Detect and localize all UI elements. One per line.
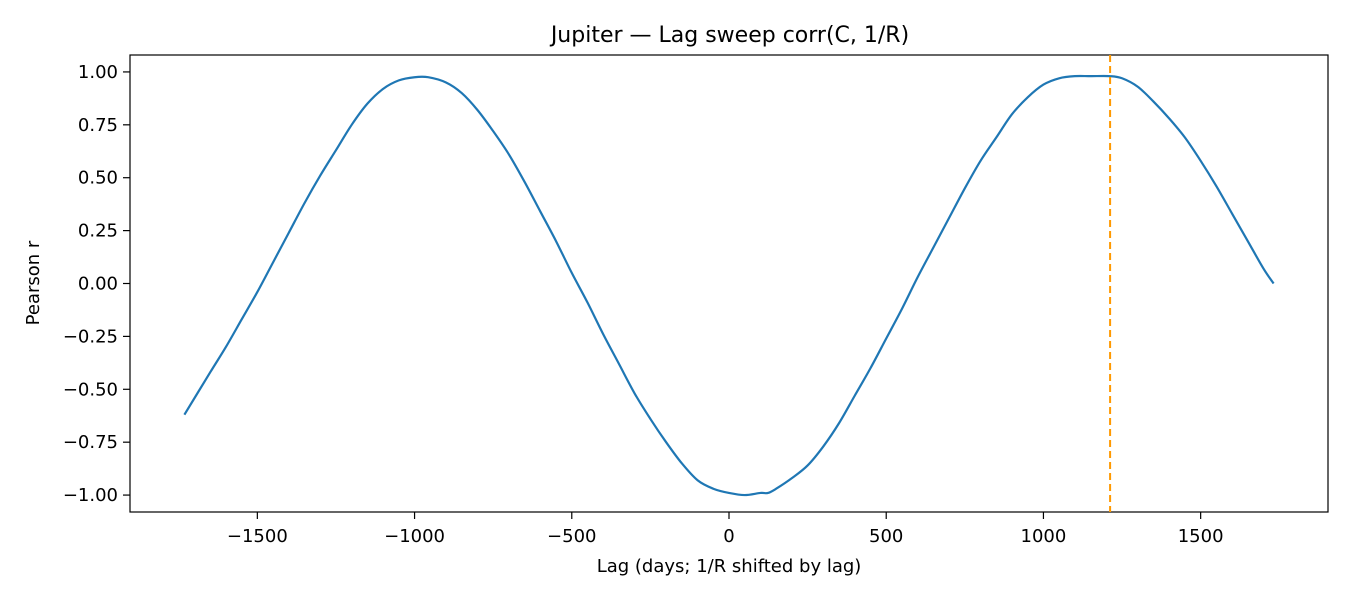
x-tick-label: −500 — [547, 526, 596, 547]
plot-area: −1500 −1000 −500 0 500 1000 1500 1.00 0.75 0.50 0… — [63, 54, 1329, 547]
x-axis: −1500 −1000 −500 0 500 1000 1500 — [227, 512, 1224, 547]
y-tick-label: −1.00 — [63, 485, 118, 506]
y-axis-label: Pearson r — [23, 240, 44, 325]
y-tick-label: −0.50 — [63, 379, 118, 400]
y-tick-label: −0.25 — [63, 326, 118, 347]
x-tick-label: −1500 — [227, 526, 288, 547]
axes-frame — [129, 54, 1329, 513]
x-tick-label: 1000 — [1021, 526, 1067, 547]
y-axis: 1.00 0.75 0.50 0.25 0.00 −0.25 −0.50 −0.75 −1.00 — [63, 62, 130, 506]
chart-title: Jupiter — Lag sweep corr(C, 1/R) — [549, 23, 909, 48]
x-tick-label: −1000 — [384, 526, 445, 547]
y-tick-label: −0.75 — [63, 432, 118, 453]
x-tick-label: 0 — [723, 526, 734, 547]
y-tick-label: 0.25 — [78, 221, 118, 242]
x-axis-label: Lag (days; 1/R shifted by lag) — [597, 556, 862, 577]
y-tick-label: 0.75 — [78, 115, 118, 136]
x-tick-label: 1500 — [1178, 526, 1224, 547]
y-tick-label: 1.00 — [78, 62, 118, 83]
x-tick-label: 500 — [869, 526, 903, 547]
y-tick-label: 0.50 — [78, 168, 118, 189]
series-line — [183, 74, 1275, 497]
y-tick-label: 0.00 — [78, 274, 118, 295]
